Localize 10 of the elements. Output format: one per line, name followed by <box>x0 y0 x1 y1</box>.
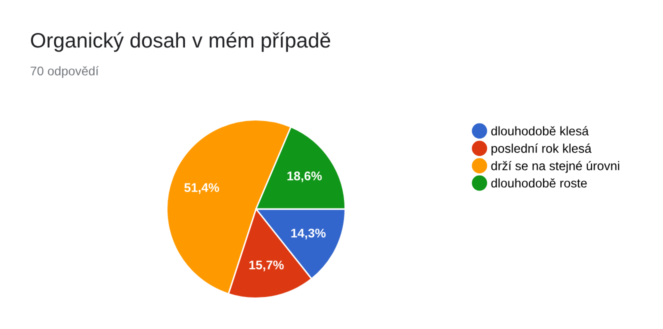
data-label: 15,7% <box>249 260 284 272</box>
legend-label: dlouhodobě roste <box>491 178 587 188</box>
text: 70 odpovědí <box>30 66 99 78</box>
legend-label: dlouhodobě klesá <box>491 126 589 136</box>
chart-title: Organický dosah v mém případě <box>30 32 330 52</box>
legend-label: poslední rok klesá <box>492 144 592 156</box>
data-label: 51,4% <box>184 183 220 194</box>
data-label: 14,3% <box>291 228 326 240</box>
legend-label: drží se na stejné úrovni <box>491 160 620 173</box>
data-label: 18,6% <box>287 172 322 182</box>
